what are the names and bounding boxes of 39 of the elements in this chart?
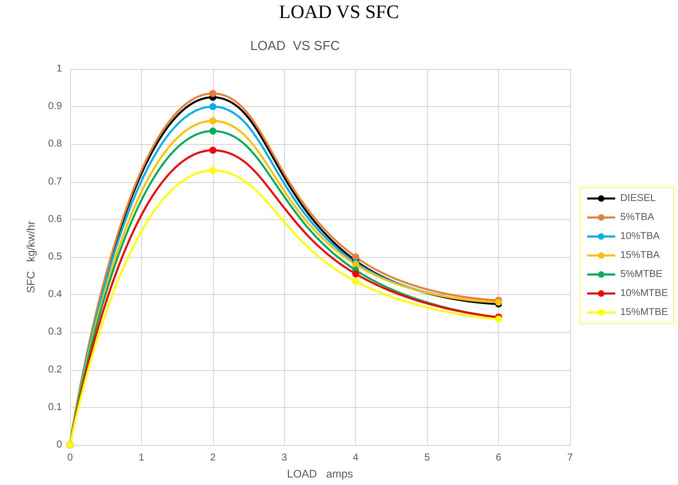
y-tick-label: 0.3 <box>48 326 62 338</box>
point <box>209 103 216 110</box>
y-tick-label: 0.4 <box>48 289 62 300</box>
x-tick-label: 0 <box>67 452 74 464</box>
chart-title: LOAD VS SFC <box>278 1 400 25</box>
y-axis-title: SFC kg/kw/hr <box>26 220 38 294</box>
point <box>209 167 216 174</box>
point <box>352 270 360 278</box>
y-tick-label: 0 <box>56 440 62 450</box>
point <box>209 146 216 154</box>
y-tick-label: 1 <box>56 64 62 74</box>
point <box>209 128 216 135</box>
x-axis-title: LOAD amps <box>286 468 354 480</box>
x-tick-label: 5 <box>424 452 430 464</box>
chart-subtitle: LOAD VS SFC <box>250 38 340 53</box>
point <box>352 254 360 260</box>
y-tick-label: 0.6 <box>48 214 62 225</box>
y-tick-label: 0.1 <box>48 402 62 413</box>
point <box>209 90 216 97</box>
y-tick-label: 0.7 <box>48 176 62 188</box>
x-tick-label: 2 <box>210 452 216 464</box>
legend-label: 10%TBA <box>620 231 660 242</box>
point <box>209 117 216 124</box>
legend-label: 5%MTBE <box>620 269 663 280</box>
x-tick-label: 3 <box>282 452 288 464</box>
legend-label: 10%MTBE <box>620 288 668 299</box>
x-tick-label: 1 <box>138 452 145 464</box>
point <box>352 278 360 285</box>
legend-label: 15%MTBE <box>620 307 668 318</box>
x-tick-label: 7 <box>567 452 574 464</box>
legend-label: 5%TBA <box>620 212 654 223</box>
y-tick-label: 0.8 <box>48 138 62 150</box>
x-tick-label: 6 <box>496 452 502 464</box>
legend-label: 15%TBA <box>620 250 660 261</box>
y-tick-label: 0.9 <box>48 101 62 112</box>
x-tick-label: 4 <box>352 452 359 464</box>
legend-label: DIESEL <box>620 193 656 204</box>
y-tick-label: 0.5 <box>48 252 62 262</box>
y-tick-label: 0.2 <box>48 364 62 376</box>
